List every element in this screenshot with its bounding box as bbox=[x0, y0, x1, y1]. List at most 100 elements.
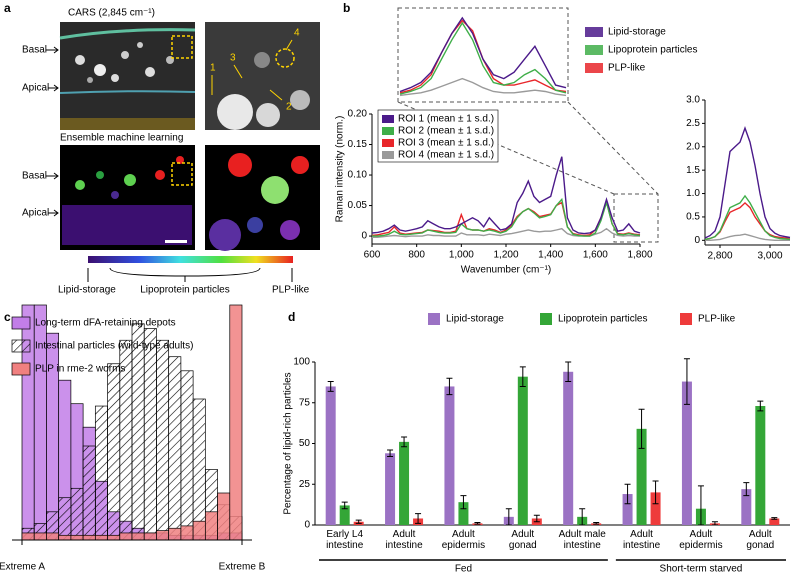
group-label: Fed bbox=[455, 564, 472, 575]
x-tick-label: 1,400 bbox=[538, 250, 563, 261]
error-bar bbox=[743, 482, 750, 497]
hist-bar bbox=[33, 532, 47, 541]
panel-label: b bbox=[343, 1, 350, 15]
error-bar bbox=[474, 522, 481, 525]
colorbar bbox=[88, 256, 293, 263]
x-tick-label: 1,800 bbox=[627, 250, 652, 261]
error-bar bbox=[652, 480, 659, 505]
hist-bar bbox=[21, 532, 35, 541]
x-end-label: Extreme B bbox=[219, 562, 266, 573]
hist-bar bbox=[131, 532, 145, 541]
hist-bar bbox=[107, 363, 121, 541]
legend-label: Lipid-storage bbox=[446, 314, 504, 325]
cars-label: CARS (2,845 cm⁻¹) bbox=[68, 8, 155, 19]
x-tick-label: Adult male intestine bbox=[558, 529, 606, 551]
y-tick-label: 1.5 bbox=[686, 165, 700, 176]
legend-label: ROI 1 (mean ± 1 s.d.) bbox=[398, 114, 494, 125]
hist-bar bbox=[58, 534, 72, 541]
y-tick-label: 75 bbox=[299, 397, 311, 408]
hist-bar bbox=[119, 532, 133, 541]
x-end-label: Extreme A bbox=[0, 562, 45, 573]
error-bar bbox=[565, 361, 572, 383]
bar bbox=[636, 428, 647, 525]
x-tick-label: 1,600 bbox=[583, 250, 608, 261]
hist-bar bbox=[180, 370, 194, 541]
bar bbox=[755, 406, 766, 525]
hist-bar bbox=[229, 304, 243, 541]
error-bar bbox=[505, 508, 512, 526]
series-line bbox=[399, 77, 567, 97]
ml-label: Ensemble machine learning bbox=[60, 133, 183, 144]
series-line bbox=[705, 233, 790, 241]
bar bbox=[385, 453, 396, 525]
series-line bbox=[372, 227, 640, 238]
series-line bbox=[399, 21, 567, 95]
hist-bar bbox=[131, 323, 145, 541]
hist-bar bbox=[58, 497, 72, 541]
hist-bar bbox=[168, 356, 182, 541]
bar bbox=[458, 502, 469, 525]
error-bar bbox=[638, 408, 645, 449]
x-tick-label: 1,000 bbox=[449, 250, 474, 261]
arrows bbox=[46, 46, 59, 217]
error-bar bbox=[446, 377, 453, 396]
roi-number: 1 bbox=[210, 63, 216, 74]
legend-swatch bbox=[585, 27, 603, 37]
x-tick-label: Adult gonad bbox=[508, 529, 537, 551]
panel-label: d bbox=[288, 310, 295, 324]
x-tick-label: 600 bbox=[364, 250, 381, 261]
hist-bar bbox=[143, 328, 157, 541]
legend-label: PLP-like bbox=[608, 63, 646, 74]
y-tick-label: 2.0 bbox=[686, 141, 700, 152]
x-tick-label: Early L4 intestine bbox=[326, 529, 364, 551]
error-bar bbox=[355, 519, 362, 524]
series-line bbox=[372, 197, 641, 237]
hist-bar bbox=[156, 530, 170, 541]
hist-bar bbox=[192, 520, 206, 541]
legend-swatch bbox=[680, 313, 692, 325]
legend-swatch bbox=[540, 313, 552, 325]
error-bar bbox=[757, 400, 764, 412]
error-bar bbox=[401, 436, 408, 448]
legend-label: PLP in rme-2 worms bbox=[35, 364, 125, 375]
hist-bar bbox=[107, 534, 121, 541]
x-tick-label: 2,800 bbox=[707, 251, 732, 262]
legend-label: ROI 4 (mean ± 1 s.d.) bbox=[398, 150, 494, 161]
hist-bar bbox=[82, 445, 96, 541]
legend-label: Long-term dFA-retaining depots bbox=[35, 318, 176, 329]
y-tick-label: 0.05 bbox=[348, 200, 368, 211]
y-tick-label: 50 bbox=[299, 438, 311, 449]
error-bar bbox=[624, 483, 631, 505]
legend-swatch bbox=[382, 139, 394, 147]
error-bar bbox=[519, 366, 526, 387]
bar bbox=[650, 492, 661, 525]
y-tick-label: 25 bbox=[299, 479, 311, 490]
legend-swatch bbox=[382, 127, 394, 135]
colorbar-label: Lipid-storage bbox=[58, 285, 116, 296]
y-tick-label: 0 bbox=[361, 231, 367, 242]
roi-arrows bbox=[211, 39, 293, 101]
group-label: Short-term starved bbox=[660, 564, 743, 575]
y-tick-label: 0.15 bbox=[348, 139, 368, 150]
bar bbox=[563, 371, 574, 525]
ml-zoom-image bbox=[205, 145, 320, 251]
x-tick-label: Adult intestine bbox=[385, 529, 423, 551]
y-tick-label: 100 bbox=[293, 357, 310, 368]
series-line bbox=[371, 156, 641, 235]
legend-swatch bbox=[382, 151, 394, 159]
y-axis-label: Percentage of lipid-rich particles bbox=[283, 372, 294, 514]
legend-label: ROI 3 (mean ± 1 s.d.) bbox=[398, 138, 494, 149]
error-bar bbox=[327, 381, 334, 392]
legend-swatch bbox=[11, 339, 31, 353]
bar bbox=[444, 386, 455, 525]
bar bbox=[741, 489, 752, 525]
y-tick-label: 0.10 bbox=[348, 170, 368, 181]
error-bar bbox=[683, 358, 690, 405]
hist-bar bbox=[204, 511, 218, 541]
bar bbox=[399, 441, 410, 525]
legend-swatch bbox=[585, 45, 603, 55]
hist-bar bbox=[180, 525, 194, 541]
zoom-image bbox=[205, 22, 320, 130]
basal-label: Basal bbox=[22, 45, 47, 56]
